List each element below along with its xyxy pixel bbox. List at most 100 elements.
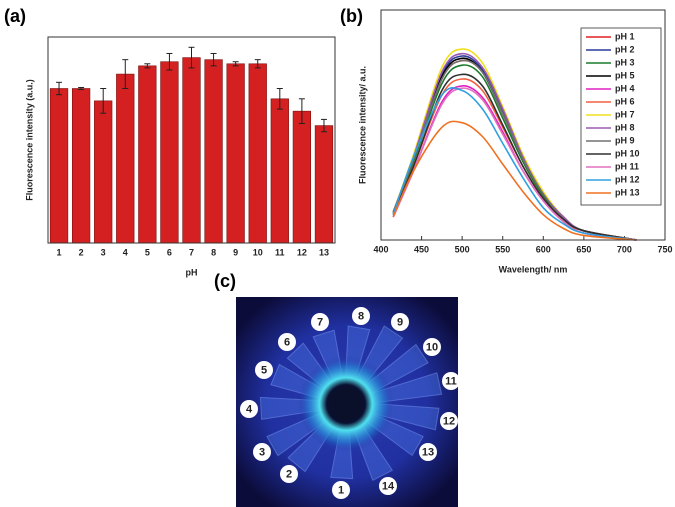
- tube-badge: [255, 361, 273, 379]
- bar: [182, 57, 201, 244]
- legend-label: pH 4: [615, 83, 635, 93]
- x-tick-label: 10: [253, 247, 263, 257]
- legend-label: pH 2: [615, 44, 635, 54]
- tube-label: 11: [445, 375, 457, 387]
- x-tick-label: 11: [275, 247, 285, 257]
- tube-label: 7: [317, 316, 323, 328]
- plot-frame: [47, 36, 336, 244]
- error-bar: [254, 59, 261, 69]
- tube-badge: [352, 307, 370, 325]
- bar: [314, 125, 334, 244]
- bar: [248, 63, 267, 244]
- tube-label: 13: [422, 446, 434, 458]
- tube-label: 6: [284, 336, 290, 348]
- spectrum-line: [392, 87, 637, 241]
- tube-label: 5: [261, 364, 267, 376]
- tube-badge: [311, 313, 329, 331]
- y-axis-label: Fluorescence intensity (a.u.): [24, 79, 34, 201]
- tube-badge: [253, 443, 271, 461]
- tube-label: 8: [358, 310, 364, 322]
- x-tick-label: 750: [657, 244, 672, 254]
- x-tick-label: 5: [145, 247, 150, 257]
- center-hole: [329, 387, 363, 421]
- legend-box: [580, 27, 662, 206]
- bar: [71, 88, 91, 244]
- tube-label: 10: [426, 341, 438, 353]
- x-tick-label: 400: [373, 244, 388, 254]
- legend-label: pH 13: [615, 187, 640, 197]
- error-bar: [56, 81, 63, 96]
- x-tick-label: 500: [455, 244, 470, 254]
- error-bar: [298, 98, 305, 125]
- tube-badge: [423, 338, 441, 356]
- legend-label: pH 6: [615, 96, 635, 106]
- bar: [94, 100, 113, 244]
- x-tick-label: 600: [536, 244, 551, 254]
- x-tick-label: 13: [319, 247, 329, 257]
- tube-badge: [280, 465, 298, 483]
- bar: [226, 63, 245, 244]
- tube-label: 1: [338, 484, 344, 496]
- bar: [292, 110, 312, 244]
- bar: [116, 73, 135, 244]
- tube-label: 9: [397, 316, 403, 328]
- x-tick-label: 450: [414, 244, 429, 254]
- x-tick-label: 6: [167, 247, 172, 257]
- tube-badge: [440, 412, 458, 430]
- x-tick-label: 550: [495, 244, 510, 254]
- legend-label: pH 7: [615, 109, 635, 119]
- tube-badge: [379, 477, 397, 495]
- x-axis-label: pH: [186, 267, 198, 277]
- error-bar: [100, 88, 107, 114]
- error-bar: [144, 63, 151, 69]
- legend-label: pH 8: [615, 122, 635, 132]
- tube-label: 4: [246, 403, 253, 415]
- bar: [160, 61, 179, 244]
- y-axis-label: Fluorescence intensity/ a.u.: [357, 66, 367, 184]
- tube-label: 12: [443, 415, 455, 427]
- error-bar: [276, 88, 283, 110]
- bar: [49, 88, 69, 244]
- tube-badge: [332, 481, 350, 499]
- tube-badge: [442, 372, 460, 390]
- legend-label: pH 10: [615, 148, 640, 158]
- x-tick-label: 8: [211, 247, 216, 257]
- error-bar: [210, 52, 217, 67]
- spectrum-line: [392, 52, 637, 241]
- error-bar: [166, 52, 173, 71]
- legend-label: pH 3: [615, 57, 635, 67]
- error-bar: [320, 118, 327, 133]
- legend-label: pH 9: [615, 135, 635, 145]
- x-tick-label: 650: [576, 244, 591, 254]
- x-tick-label: 3: [101, 247, 106, 257]
- panel-label: (b): [340, 6, 363, 26]
- legend-label: pH 5: [615, 70, 635, 80]
- panel-label: (c): [214, 271, 236, 291]
- error-bar: [78, 86, 85, 91]
- x-tick-label: 700: [617, 244, 632, 254]
- tube-label: 2: [286, 468, 292, 480]
- spectrum-line: [392, 86, 637, 241]
- x-tick-label: 2: [79, 247, 84, 257]
- tube-badge: [419, 443, 437, 461]
- error-bar: [122, 59, 129, 89]
- x-tick-label: 7: [189, 247, 194, 257]
- x-tick-label: 1: [57, 247, 62, 257]
- bar: [204, 59, 223, 244]
- legend-label: pH 11: [615, 161, 639, 171]
- bar: [138, 65, 157, 244]
- legend-label: pH 12: [615, 174, 640, 184]
- tube-badge: [391, 313, 409, 331]
- spectrum-line: [392, 120, 637, 241]
- panel-label: (a): [4, 6, 26, 26]
- tube-label: 14: [382, 480, 395, 492]
- bar: [270, 98, 289, 244]
- x-tick-label: 9: [233, 247, 238, 257]
- legend-label: pH 1: [615, 31, 635, 41]
- x-tick-label: 4: [123, 247, 128, 257]
- error-bar: [232, 61, 239, 67]
- plot-frame: [380, 9, 666, 241]
- tube-badge: [278, 333, 296, 351]
- error-bar: [188, 46, 195, 69]
